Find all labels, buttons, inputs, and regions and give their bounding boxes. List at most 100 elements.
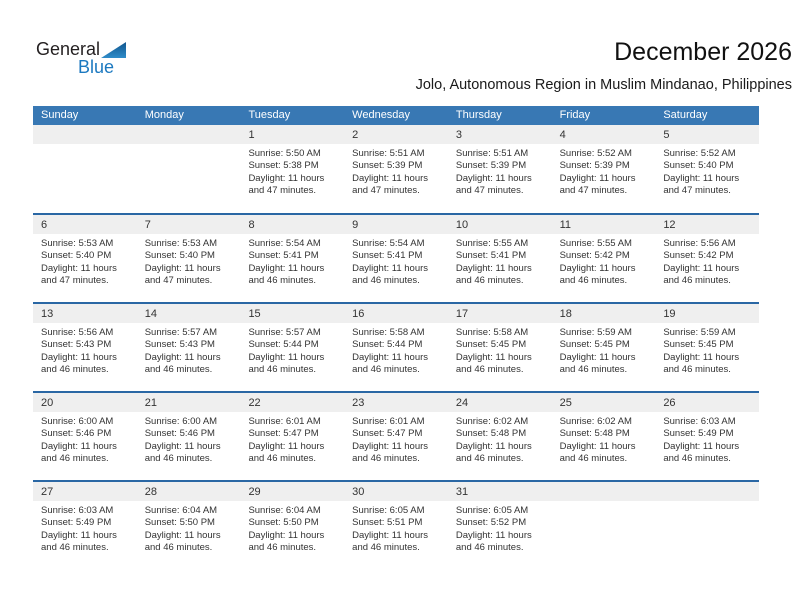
- empty-day-cell: [551, 482, 656, 569]
- week-row: 6 Sunrise: 5:53 AM Sunset: 5:40 PM Daylig…: [33, 213, 760, 302]
- week-row: 27 Sunrise: 6:03 AM Sunset: 5:49 PM Dayli…: [33, 480, 760, 569]
- day-sun-details: Sunrise: 5:56 AM Sunset: 5:43 PM Dayligh…: [41, 327, 117, 376]
- day-cell: 25 Sunrise: 6:02 AM Sunset: 5:48 PM Dayli…: [551, 393, 656, 480]
- day-cell: 3 Sunrise: 5:51 AM Sunset: 5:39 PM Daylig…: [447, 125, 552, 213]
- day-cell: 27 Sunrise: 6:03 AM Sunset: 5:49 PM Dayli…: [33, 482, 137, 569]
- day-cell: 24 Sunrise: 6:02 AM Sunset: 5:48 PM Dayli…: [447, 393, 552, 480]
- weekday-header-row: Sunday Monday Tuesday Wednesday Thursday Frid…: [33, 106, 759, 125]
- day-sun-details: Sunrise: 6:05 AM Sunset: 5:52 PM Dayligh…: [455, 505, 532, 554]
- general-blue-logo: General Blue: [36, 40, 136, 80]
- day-number: 15: [240, 304, 345, 323]
- week-row: 20 Sunrise: 6:00 AM Sunset: 5:46 PM Dayli…: [33, 391, 760, 480]
- day-number: 27: [33, 482, 137, 501]
- day-number: 2: [344, 125, 448, 144]
- day-number: 20: [33, 393, 137, 412]
- day-cell: 1 Sunrise: 5:50 AM Sunset: 5:38 PM Daylig…: [240, 125, 345, 213]
- calendar: Sunday Monday Tuesday Wednesday Thursday Frid…: [33, 106, 760, 569]
- day-sun-details: Sunrise: 6:02 AM Sunset: 5:48 PM Dayligh…: [455, 416, 532, 465]
- day-cell: 4 Sunrise: 5:52 AM Sunset: 5:39 PM Daylig…: [551, 125, 656, 213]
- day-sun-details: Sunrise: 5:57 AM Sunset: 5:44 PM Dayligh…: [248, 327, 325, 376]
- day-cell: 5 Sunrise: 5:52 AM Sunset: 5:40 PM Daylig…: [655, 125, 760, 213]
- day-sun-details: Sunrise: 6:04 AM Sunset: 5:50 PM Dayligh…: [248, 505, 325, 554]
- day-number: [33, 125, 137, 144]
- empty-day-cell: [655, 482, 760, 569]
- day-number: 11: [551, 215, 656, 234]
- day-sun-details: Sunrise: 5:54 AM Sunset: 5:41 PM Dayligh…: [248, 238, 325, 287]
- logo-text-blue: Blue: [78, 57, 115, 77]
- day-sun-details: Sunrise: 5:52 AM Sunset: 5:40 PM Dayligh…: [663, 148, 740, 197]
- day-number: 4: [551, 125, 656, 144]
- day-number: 5: [655, 125, 760, 144]
- day-number: 18: [551, 304, 656, 323]
- day-sun-details: Sunrise: 6:03 AM Sunset: 5:49 PM Dayligh…: [663, 416, 740, 465]
- weekday-label: Saturday: [663, 109, 708, 121]
- day-number: [136, 125, 241, 144]
- day-sun-details: Sunrise: 6:00 AM Sunset: 5:46 PM Dayligh…: [144, 416, 221, 465]
- day-cell: 14 Sunrise: 5:57 AM Sunset: 5:43 PM Dayli…: [136, 304, 241, 391]
- day-cell: 19 Sunrise: 5:59 AM Sunset: 5:45 PM Dayli…: [655, 304, 760, 391]
- day-sun-details: Sunrise: 5:59 AM Sunset: 5:45 PM Dayligh…: [559, 327, 636, 376]
- day-sun-details: Sunrise: 5:51 AM Sunset: 5:39 PM Dayligh…: [455, 148, 532, 197]
- day-number: 10: [447, 215, 552, 234]
- calendar-grid: 1 Sunrise: 5:50 AM Sunset: 5:38 PM Daylig…: [33, 125, 760, 569]
- day-cell: 11 Sunrise: 5:55 AM Sunset: 5:42 PM Dayli…: [551, 215, 656, 302]
- day-sun-details: Sunrise: 5:56 AM Sunset: 5:42 PM Dayligh…: [663, 238, 740, 287]
- day-sun-details: Sunrise: 6:02 AM Sunset: 5:48 PM Dayligh…: [559, 416, 636, 465]
- day-number: 1: [240, 125, 345, 144]
- day-number: [551, 482, 656, 501]
- day-number: 26: [655, 393, 760, 412]
- day-number: 3: [447, 125, 552, 144]
- day-cell: 26 Sunrise: 6:03 AM Sunset: 5:49 PM Dayli…: [655, 393, 760, 480]
- day-sun-details: Sunrise: 5:58 AM Sunset: 5:44 PM Dayligh…: [352, 327, 429, 376]
- day-number: 21: [136, 393, 241, 412]
- week-row: 1 Sunrise: 5:50 AM Sunset: 5:38 PM Daylig…: [33, 125, 760, 213]
- day-cell: 17 Sunrise: 5:58 AM Sunset: 5:45 PM Dayli…: [447, 304, 552, 391]
- weekday-label: Friday: [559, 109, 591, 121]
- weekday-label: Monday: [144, 109, 184, 121]
- day-number: 31: [447, 482, 552, 501]
- day-cell: 12 Sunrise: 5:56 AM Sunset: 5:42 PM Dayli…: [655, 215, 760, 302]
- day-sun-details: Sunrise: 6:00 AM Sunset: 5:46 PM Dayligh…: [41, 416, 117, 465]
- day-sun-details: Sunrise: 5:53 AM Sunset: 5:40 PM Dayligh…: [144, 238, 221, 287]
- day-sun-details: Sunrise: 5:57 AM Sunset: 5:43 PM Dayligh…: [144, 327, 221, 376]
- day-number: 13: [33, 304, 137, 323]
- day-cell: 10 Sunrise: 5:55 AM Sunset: 5:41 PM Dayli…: [447, 215, 552, 302]
- weekday-label: Wednesday: [352, 109, 411, 121]
- day-number: 22: [240, 393, 345, 412]
- day-cell: 18 Sunrise: 5:59 AM Sunset: 5:45 PM Dayli…: [551, 304, 656, 391]
- day-cell: 9 Sunrise: 5:54 AM Sunset: 5:41 PM Daylig…: [344, 215, 448, 302]
- day-number: 30: [344, 482, 448, 501]
- empty-day-cell: [33, 125, 137, 213]
- day-sun-details: Sunrise: 6:04 AM Sunset: 5:50 PM Dayligh…: [144, 505, 221, 554]
- day-number: 7: [136, 215, 241, 234]
- day-cell: 30 Sunrise: 6:05 AM Sunset: 5:51 PM Dayli…: [344, 482, 448, 569]
- day-number: 8: [240, 215, 345, 234]
- day-cell: 2 Sunrise: 5:51 AM Sunset: 5:39 PM Daylig…: [344, 125, 448, 213]
- day-number: 28: [136, 482, 241, 501]
- day-cell: 28 Sunrise: 6:04 AM Sunset: 5:50 PM Dayli…: [136, 482, 241, 569]
- day-sun-details: Sunrise: 5:52 AM Sunset: 5:39 PM Dayligh…: [559, 148, 636, 197]
- day-sun-details: Sunrise: 5:50 AM Sunset: 5:38 PM Dayligh…: [248, 148, 325, 197]
- day-sun-details: Sunrise: 6:01 AM Sunset: 5:47 PM Dayligh…: [248, 416, 325, 465]
- page-subtitle: Jolo, Autonomous Region in Muslim Mindan…: [415, 77, 792, 93]
- day-cell: 16 Sunrise: 5:58 AM Sunset: 5:44 PM Dayli…: [344, 304, 448, 391]
- day-sun-details: Sunrise: 5:55 AM Sunset: 5:41 PM Dayligh…: [455, 238, 532, 287]
- day-number: 12: [655, 215, 760, 234]
- day-cell: 20 Sunrise: 6:00 AM Sunset: 5:46 PM Dayli…: [33, 393, 137, 480]
- day-sun-details: Sunrise: 5:58 AM Sunset: 5:45 PM Dayligh…: [455, 327, 532, 376]
- day-number: 9: [344, 215, 448, 234]
- day-sun-details: Sunrise: 6:03 AM Sunset: 5:49 PM Dayligh…: [41, 505, 117, 554]
- day-sun-details: Sunrise: 5:53 AM Sunset: 5:40 PM Dayligh…: [41, 238, 117, 287]
- weekday-label: Thursday: [455, 109, 502, 121]
- page-title: December 2026: [614, 38, 792, 66]
- day-cell: 31 Sunrise: 6:05 AM Sunset: 5:52 PM Dayli…: [447, 482, 552, 569]
- day-number: 19: [655, 304, 760, 323]
- day-cell: 29 Sunrise: 6:04 AM Sunset: 5:50 PM Dayli…: [240, 482, 345, 569]
- day-cell: 21 Sunrise: 6:00 AM Sunset: 5:46 PM Dayli…: [136, 393, 241, 480]
- week-row: 13 Sunrise: 5:56 AM Sunset: 5:43 PM Dayli…: [33, 302, 760, 391]
- day-number: [655, 482, 760, 501]
- day-number: 24: [447, 393, 552, 412]
- day-sun-details: Sunrise: 5:54 AM Sunset: 5:41 PM Dayligh…: [352, 238, 429, 287]
- day-number: 17: [447, 304, 552, 323]
- day-number: 23: [344, 393, 448, 412]
